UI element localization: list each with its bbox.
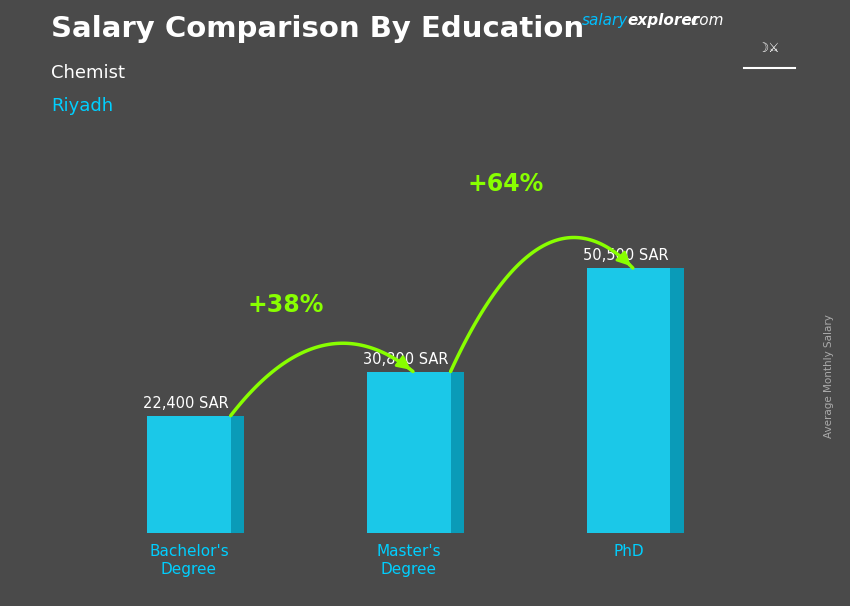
Text: .com: .com <box>686 13 723 28</box>
Text: Average Monthly Salary: Average Monthly Salary <box>824 314 834 438</box>
Polygon shape <box>671 268 683 533</box>
Bar <box>367 371 450 533</box>
Text: 22,400 SAR: 22,400 SAR <box>143 396 229 411</box>
Text: Salary Comparison By Education: Salary Comparison By Education <box>51 15 584 43</box>
Text: +38%: +38% <box>247 293 324 317</box>
Text: 30,800 SAR: 30,800 SAR <box>363 352 448 367</box>
Text: salary: salary <box>582 13 628 28</box>
Text: ☽⚔: ☽⚔ <box>758 42 780 55</box>
Polygon shape <box>450 371 464 533</box>
Bar <box>147 416 230 533</box>
Text: explorer: explorer <box>627 13 700 28</box>
Polygon shape <box>230 416 244 533</box>
Text: 50,500 SAR: 50,500 SAR <box>582 248 668 264</box>
Text: Riyadh: Riyadh <box>51 97 113 115</box>
Text: Chemist: Chemist <box>51 64 125 82</box>
Bar <box>586 268 671 533</box>
Text: +64%: +64% <box>468 172 543 196</box>
